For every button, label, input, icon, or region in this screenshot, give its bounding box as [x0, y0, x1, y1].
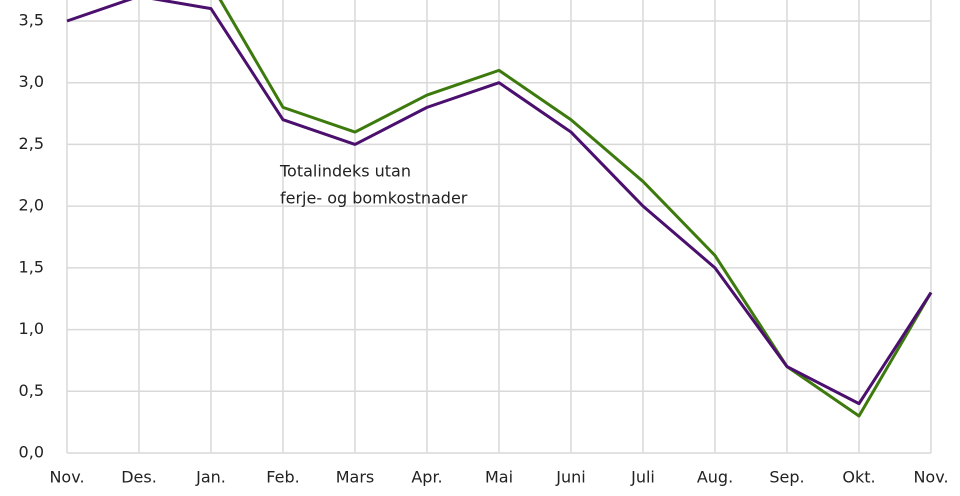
y-tick-label: 0,5: [19, 381, 44, 400]
x-tick-label: Mai: [485, 468, 513, 487]
lines: [66, 0, 933, 418]
grid: [66, 0, 932, 454]
x-tick-label: Jan.: [195, 468, 226, 487]
x-tick-label: Juli: [630, 468, 655, 487]
y-tick-label: 3,0: [19, 72, 44, 91]
y-tick-label: 1,5: [19, 257, 44, 276]
x-tick-label: Des.: [121, 468, 157, 487]
x-tick-label: Sep.: [769, 468, 804, 487]
annotation: Totalindeks utan: [279, 162, 411, 181]
y-tick-label: 1,0: [19, 319, 44, 338]
x-tick-label: Feb.: [266, 468, 299, 487]
y-tick-label: 2,0: [19, 196, 44, 215]
annotation: ferje- og bomkostnader: [280, 189, 468, 208]
x-tick-label: Apr.: [411, 468, 442, 487]
y-tick-label: 2,5: [19, 134, 44, 153]
x-tick-label: Nov.: [49, 468, 84, 487]
x-tick-label: Nov.: [913, 468, 948, 487]
series-line: [66, 0, 933, 406]
x-tick-label: Mars: [336, 468, 375, 487]
y-tick-label: 0,0: [19, 443, 44, 462]
x-tick-label: Juni: [555, 468, 585, 487]
x-tick-label: Okt.: [842, 468, 875, 487]
x-tick-label: Aug.: [697, 468, 733, 487]
y-tick-label: 3,5: [19, 10, 44, 29]
